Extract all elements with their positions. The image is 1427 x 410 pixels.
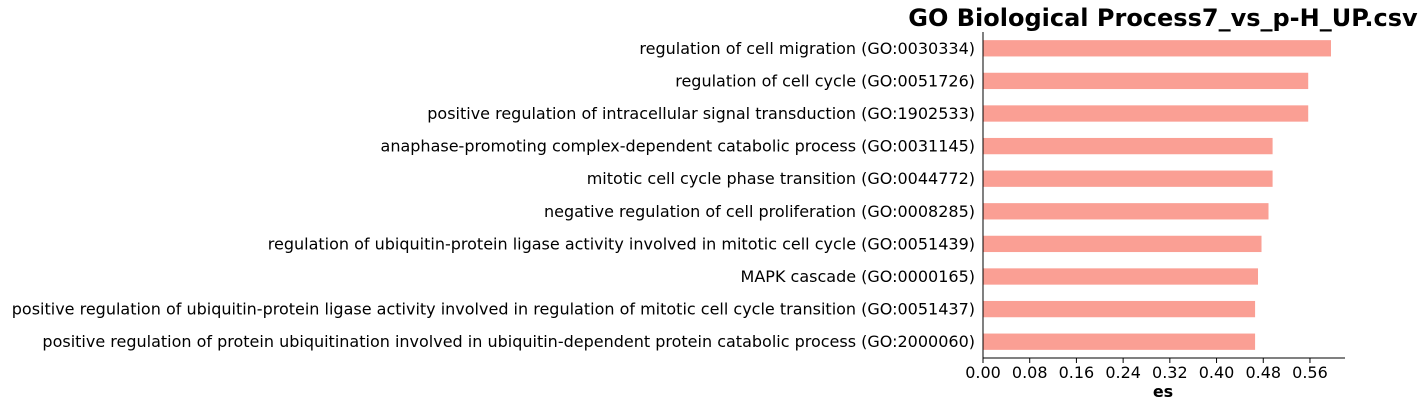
category-label: negative regulation of cell proliferatio… <box>544 202 975 221</box>
category-label: positive regulation of intracellular sig… <box>427 104 975 123</box>
chart-title: GO Biological Process7_vs_p-H_UP.csv <box>908 4 1418 32</box>
bar <box>983 170 1273 187</box>
category-label: positive regulation of ubiquitin-protein… <box>12 300 975 319</box>
category-label: regulation of cell migration (GO:0030334… <box>639 39 975 58</box>
bar <box>983 300 1256 318</box>
bar <box>983 105 1309 122</box>
category-label: mitotic cell cycle phase transition (GO:… <box>587 169 975 188</box>
bars-layer <box>983 40 1331 350</box>
x-tick-label: 0.56 <box>1292 363 1328 382</box>
bar <box>983 203 1269 220</box>
bar <box>983 40 1331 57</box>
x-tick-label: 0.40 <box>1199 363 1235 382</box>
category-label: anaphase-promoting complex-dependent cat… <box>381 137 975 156</box>
x-axis-title: es <box>1153 382 1173 401</box>
bar <box>983 72 1309 90</box>
x-tick-label: 0.08 <box>1012 363 1048 382</box>
x-axis-ticks: 0.00 0.08 0.16 0.24 0.32 0.40 0.48 0.56 <box>965 358 1328 382</box>
category-label: positive regulation of protein ubiquitin… <box>42 332 975 351</box>
category-label: regulation of cell cycle (GO:0051726) <box>675 71 975 90</box>
category-labels: regulation of cell migration (GO:0030334… <box>12 39 975 351</box>
bar <box>983 235 1262 253</box>
category-label: regulation of ubiquitin-protein ligase a… <box>268 234 975 253</box>
category-label: MAPK cascade (GO:0000165) <box>741 267 975 286</box>
x-tick-label: 0.00 <box>965 363 1001 382</box>
x-tick-label: 0.32 <box>1152 363 1188 382</box>
bar <box>983 137 1273 155</box>
x-tick-label: 0.24 <box>1105 363 1141 382</box>
bar <box>983 268 1259 285</box>
x-tick-label: 0.48 <box>1245 363 1281 382</box>
x-tick-label: 0.16 <box>1059 363 1095 382</box>
bar <box>983 333 1256 350</box>
